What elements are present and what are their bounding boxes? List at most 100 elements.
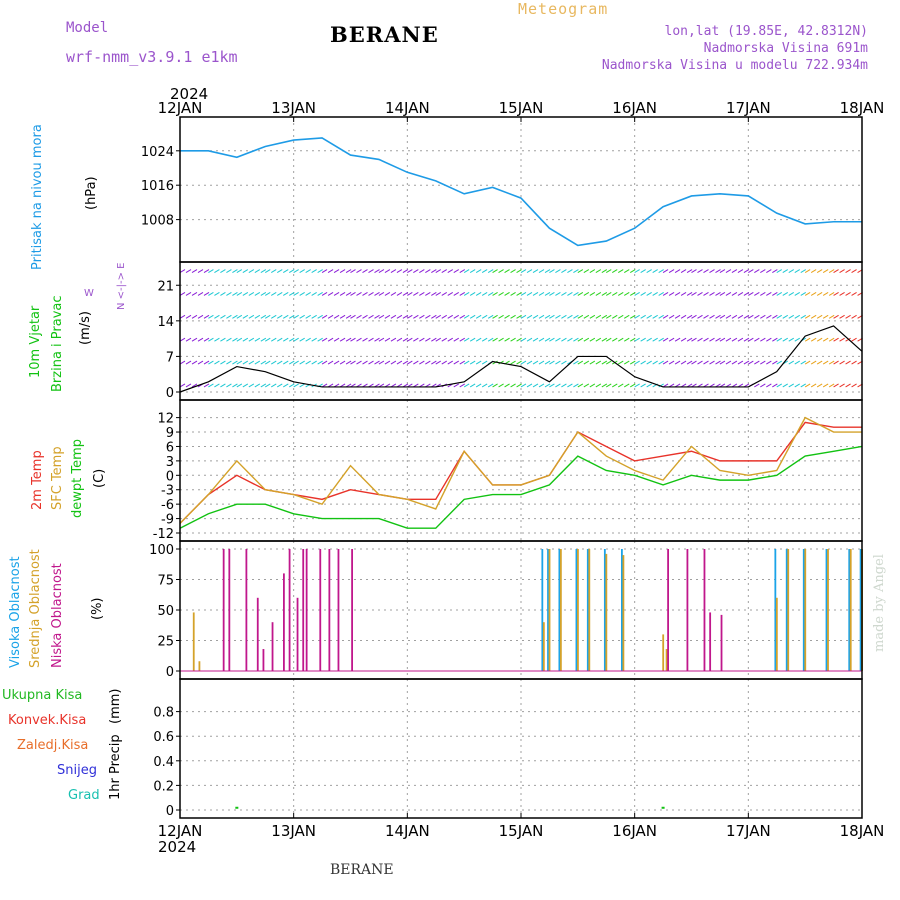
wind-barb bbox=[293, 291, 299, 296]
wind-barb bbox=[754, 291, 760, 296]
wind-barb bbox=[583, 314, 590, 319]
wind-barb bbox=[623, 291, 630, 296]
wind-barb bbox=[719, 337, 726, 342]
wind-barb bbox=[288, 360, 295, 365]
wind-barb bbox=[270, 360, 277, 365]
wind-barb bbox=[629, 291, 636, 296]
precip-legend-2: Zaledj.Kisa bbox=[17, 738, 89, 753]
wind-barb bbox=[299, 337, 305, 342]
wind-barb bbox=[362, 291, 368, 296]
y-tick-label: 6 bbox=[166, 440, 174, 455]
wind-barb bbox=[611, 269, 618, 273]
wind-barb bbox=[601, 291, 608, 296]
wind-barb bbox=[851, 314, 857, 319]
wind-barb bbox=[822, 291, 829, 296]
wind-barb bbox=[652, 269, 658, 273]
wind-barb bbox=[504, 269, 510, 273]
wind-barb bbox=[248, 291, 255, 296]
x-tick-label-top: 18JAN bbox=[840, 99, 885, 117]
cloud-bar bbox=[222, 549, 225, 671]
wind-barb bbox=[356, 337, 362, 342]
wind-barb bbox=[390, 314, 397, 319]
x-tick-label-top: 15JAN bbox=[499, 99, 544, 117]
wind-barb bbox=[463, 360, 470, 365]
wind-barb bbox=[810, 269, 817, 273]
temp-series-line-1 bbox=[179, 416, 862, 524]
y-tick-label: 9 bbox=[166, 426, 174, 441]
wind-barb bbox=[760, 269, 766, 273]
wind-barb bbox=[356, 314, 362, 319]
cloud-bar bbox=[577, 549, 579, 671]
wind-barb bbox=[577, 383, 584, 388]
wind-barb bbox=[327, 360, 334, 365]
wind-barb bbox=[544, 269, 551, 273]
model-name: wrf-nmm_v3.9.1 e1km bbox=[66, 48, 238, 66]
wind-barb bbox=[538, 383, 545, 388]
cloud-bar bbox=[686, 549, 689, 671]
wind-barb bbox=[794, 269, 801, 273]
wind-barb bbox=[441, 269, 448, 273]
wind-barb bbox=[526, 383, 533, 388]
wind-barb bbox=[833, 314, 839, 319]
cloud-bar bbox=[603, 549, 606, 671]
wind-barb bbox=[179, 337, 186, 342]
wind-barb bbox=[236, 314, 243, 319]
wind-barb bbox=[816, 337, 823, 342]
y-tick-label: -9 bbox=[161, 513, 174, 528]
wind-barb bbox=[822, 360, 829, 365]
wind-barb bbox=[185, 360, 192, 365]
wind-barb bbox=[737, 337, 744, 342]
wind-barb bbox=[208, 360, 214, 365]
cloud-bar bbox=[305, 549, 308, 671]
wind-barb bbox=[425, 314, 431, 319]
wind-barb bbox=[384, 291, 391, 296]
wind-barb bbox=[567, 291, 573, 296]
wind-barb bbox=[254, 360, 261, 365]
wind-barb bbox=[544, 337, 551, 342]
wind-barb bbox=[226, 337, 232, 342]
cloud-bar bbox=[541, 549, 544, 671]
wind-barb bbox=[577, 337, 584, 342]
wind-barb bbox=[327, 291, 334, 296]
wind-barb bbox=[208, 269, 214, 273]
wind-barb bbox=[504, 291, 510, 296]
wind-barb bbox=[185, 314, 192, 319]
wind-barb bbox=[601, 360, 608, 365]
wind-barb bbox=[447, 314, 454, 319]
wind-barb bbox=[839, 383, 845, 388]
wind-barb bbox=[236, 291, 243, 296]
wind-barb bbox=[709, 360, 715, 365]
wind-barb bbox=[629, 269, 636, 273]
cloud-bar bbox=[802, 549, 805, 671]
wind-barb bbox=[760, 360, 766, 365]
wind-barb bbox=[374, 337, 380, 342]
wind-barb bbox=[185, 269, 192, 273]
x-tick-label-bottom: 15JAN bbox=[499, 822, 544, 840]
wind-barb bbox=[804, 269, 811, 273]
wind-barb bbox=[617, 360, 624, 365]
cloud-bar bbox=[849, 549, 852, 671]
wind-barb bbox=[374, 291, 380, 296]
wind-barb bbox=[208, 383, 214, 388]
wind-barb bbox=[731, 291, 738, 296]
wind-barb bbox=[345, 314, 352, 319]
wind-barb bbox=[264, 383, 271, 388]
wind-barb bbox=[629, 360, 636, 365]
cloud-bar bbox=[774, 549, 777, 671]
wind-barb bbox=[526, 291, 533, 296]
wind-barb bbox=[185, 383, 192, 388]
wind-barb bbox=[561, 360, 567, 365]
wind-barb bbox=[311, 360, 317, 365]
wind-barb bbox=[236, 360, 243, 365]
wind-barb bbox=[589, 314, 596, 319]
wind-barb bbox=[538, 269, 545, 273]
wind-barb bbox=[583, 360, 590, 365]
wind-barb bbox=[208, 314, 214, 319]
wind-barb bbox=[822, 269, 829, 273]
wind-barb bbox=[368, 360, 374, 365]
wind-barb bbox=[662, 291, 669, 296]
wind-barb bbox=[362, 360, 368, 365]
wind-barb bbox=[743, 360, 750, 365]
wind-barb bbox=[605, 360, 612, 365]
